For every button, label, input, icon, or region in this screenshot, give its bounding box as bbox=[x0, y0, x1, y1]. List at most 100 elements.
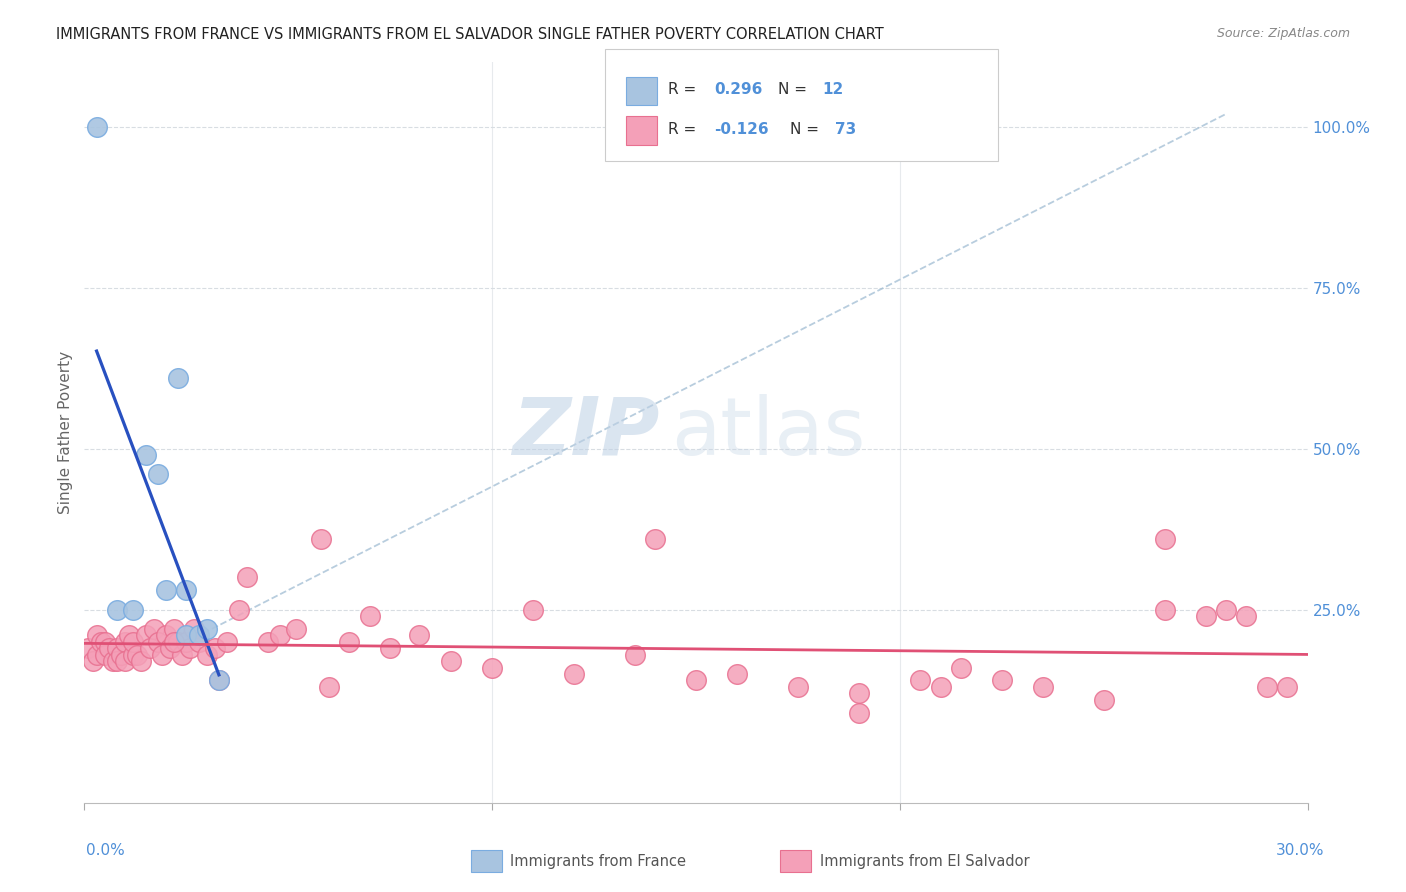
Point bbox=[787, 680, 810, 694]
Point bbox=[174, 635, 197, 649]
Point bbox=[1032, 680, 1054, 694]
Text: N =: N = bbox=[790, 122, 824, 136]
Point bbox=[86, 628, 108, 642]
Point bbox=[644, 532, 666, 546]
Point bbox=[105, 602, 128, 616]
Point bbox=[146, 467, 169, 482]
Text: Immigrants from France: Immigrants from France bbox=[510, 855, 686, 869]
Point bbox=[86, 648, 108, 662]
Point bbox=[114, 654, 136, 668]
Text: 0.0%: 0.0% bbox=[86, 843, 125, 858]
Point bbox=[195, 622, 218, 636]
Text: Source: ZipAtlas.com: Source: ZipAtlas.com bbox=[1216, 27, 1350, 40]
Point bbox=[236, 570, 259, 584]
Point bbox=[228, 602, 250, 616]
Text: 30.0%: 30.0% bbox=[1277, 843, 1324, 858]
Point bbox=[97, 641, 120, 656]
Point bbox=[208, 673, 231, 688]
Point bbox=[159, 641, 181, 656]
Point bbox=[163, 635, 186, 649]
Point bbox=[114, 635, 136, 649]
Point bbox=[183, 622, 205, 636]
Point bbox=[122, 635, 145, 649]
Point bbox=[82, 654, 104, 668]
Point bbox=[339, 635, 361, 649]
Point bbox=[105, 641, 128, 656]
Point bbox=[127, 648, 149, 662]
Point bbox=[269, 628, 291, 642]
Point bbox=[1277, 680, 1299, 694]
Point bbox=[522, 602, 544, 616]
Point bbox=[155, 583, 177, 598]
Point bbox=[359, 609, 381, 624]
Point bbox=[1195, 609, 1218, 624]
Point bbox=[217, 635, 239, 649]
Text: 12: 12 bbox=[823, 82, 844, 96]
Point bbox=[187, 628, 209, 642]
Point bbox=[174, 583, 197, 598]
Point bbox=[138, 641, 160, 656]
Point bbox=[1154, 532, 1177, 546]
Point bbox=[122, 648, 145, 662]
Point bbox=[93, 635, 115, 649]
Point bbox=[118, 628, 141, 642]
Point bbox=[167, 371, 190, 385]
Point bbox=[208, 673, 231, 688]
Point bbox=[131, 654, 153, 668]
Point bbox=[90, 635, 112, 649]
Point bbox=[950, 660, 973, 674]
Text: IMMIGRANTS FROM FRANCE VS IMMIGRANTS FROM EL SALVADOR SINGLE FATHER POVERTY CORR: IMMIGRANTS FROM FRANCE VS IMMIGRANTS FRO… bbox=[56, 27, 884, 42]
Point bbox=[204, 641, 226, 656]
Point bbox=[187, 635, 209, 649]
Point bbox=[725, 667, 748, 681]
Point bbox=[77, 641, 100, 656]
Point bbox=[93, 648, 115, 662]
Point bbox=[685, 673, 707, 688]
Text: atlas: atlas bbox=[672, 393, 866, 472]
Point bbox=[142, 622, 165, 636]
Point bbox=[155, 628, 177, 642]
Text: N =: N = bbox=[778, 82, 811, 96]
Text: Immigrants from El Salvador: Immigrants from El Salvador bbox=[820, 855, 1029, 869]
Point bbox=[285, 622, 308, 636]
Point bbox=[105, 654, 128, 668]
Text: -0.126: -0.126 bbox=[714, 122, 769, 136]
Point bbox=[174, 628, 197, 642]
Text: ZIP: ZIP bbox=[512, 393, 659, 472]
Point bbox=[172, 648, 194, 662]
Point bbox=[991, 673, 1014, 688]
Point bbox=[929, 680, 952, 694]
Point bbox=[624, 648, 647, 662]
Point bbox=[122, 602, 145, 616]
Point bbox=[848, 686, 870, 700]
Point bbox=[1154, 602, 1177, 616]
Y-axis label: Single Father Poverty: Single Father Poverty bbox=[58, 351, 73, 514]
Point bbox=[408, 628, 430, 642]
Point bbox=[481, 660, 503, 674]
Point bbox=[146, 635, 169, 649]
Point bbox=[195, 648, 218, 662]
Text: 0.296: 0.296 bbox=[714, 82, 762, 96]
Point bbox=[257, 635, 280, 649]
Text: 73: 73 bbox=[835, 122, 856, 136]
Point bbox=[150, 648, 173, 662]
Point bbox=[1092, 693, 1115, 707]
Text: R =: R = bbox=[668, 122, 702, 136]
Point bbox=[440, 654, 463, 668]
Point bbox=[86, 120, 108, 134]
Point bbox=[135, 628, 157, 642]
Point bbox=[1256, 680, 1278, 694]
Point bbox=[135, 448, 157, 462]
Point bbox=[167, 635, 190, 649]
Point bbox=[910, 673, 932, 688]
Point bbox=[380, 641, 402, 656]
Point bbox=[163, 622, 186, 636]
Point bbox=[309, 532, 332, 546]
Point bbox=[179, 641, 201, 656]
Text: R =: R = bbox=[668, 82, 702, 96]
Point bbox=[848, 706, 870, 720]
Point bbox=[101, 654, 124, 668]
Point bbox=[318, 680, 340, 694]
Point bbox=[1236, 609, 1258, 624]
Point bbox=[1215, 602, 1237, 616]
